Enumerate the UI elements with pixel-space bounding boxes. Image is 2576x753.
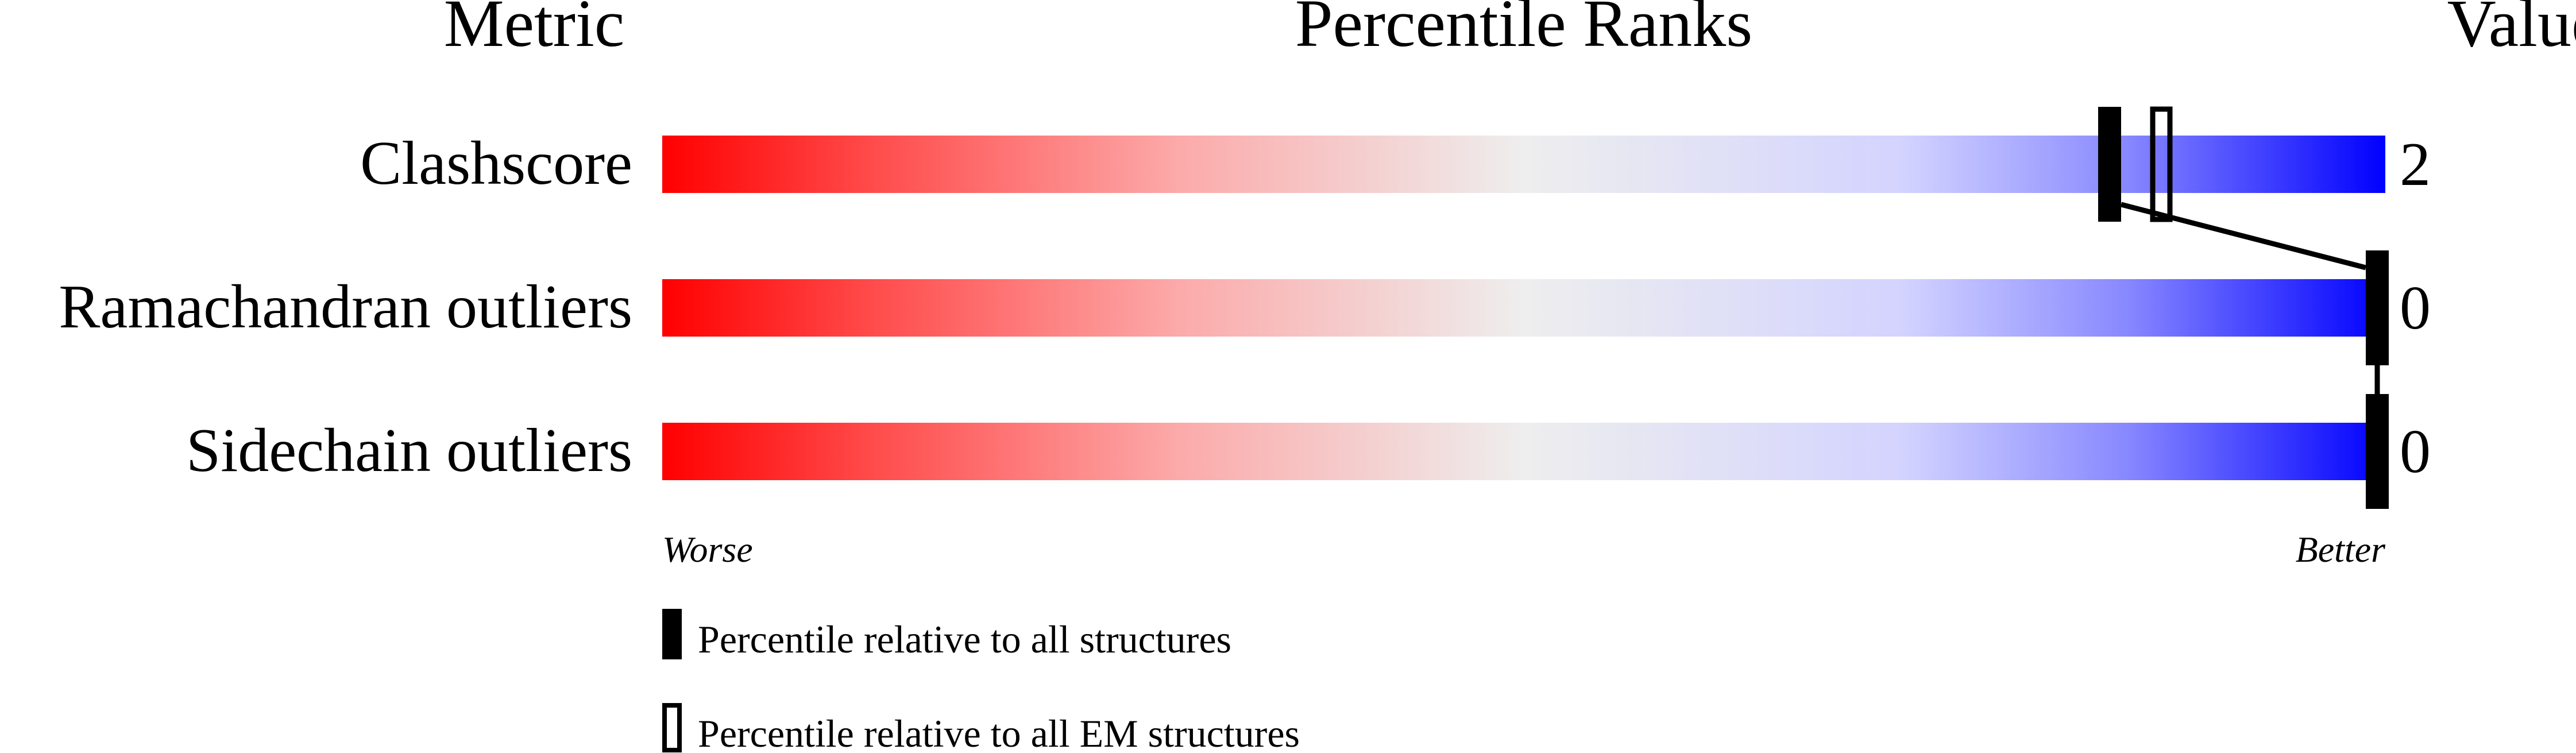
- legend-label-all: Percentile relative to all structures: [698, 617, 1231, 661]
- percentile-bar: [662, 136, 2385, 193]
- percentile-all-marker: [2366, 394, 2389, 509]
- header-value: Value: [2447, 0, 2576, 61]
- better-label: Better: [2296, 529, 2386, 570]
- percentile-bar: [662, 423, 2385, 480]
- header-metric: Metric: [444, 0, 625, 61]
- percentile-em-marker: [2150, 106, 2173, 222]
- metric-value: 0: [2400, 418, 2431, 486]
- legend-label-em: Percentile relative to all EM structures: [698, 712, 1300, 753]
- metric-label: Ramachandran outliers: [59, 273, 632, 341]
- metric-value: 2: [2400, 130, 2431, 199]
- header-percentile-ranks: Percentile Ranks: [1295, 0, 1752, 61]
- percentile-all-marker: [2366, 250, 2389, 365]
- worse-label: Worse: [662, 529, 753, 570]
- connector-line: [2120, 202, 2367, 271]
- metric-label: Sidechain outliers: [186, 416, 632, 485]
- legend-open-marker-icon: [662, 703, 682, 752]
- legend-filled-marker-icon: [662, 609, 682, 659]
- percentile-all-marker: [2098, 107, 2121, 222]
- metric-value: 0: [2400, 274, 2431, 342]
- percentile-bar: [662, 279, 2385, 337]
- metric-label: Clashscore: [360, 129, 632, 198]
